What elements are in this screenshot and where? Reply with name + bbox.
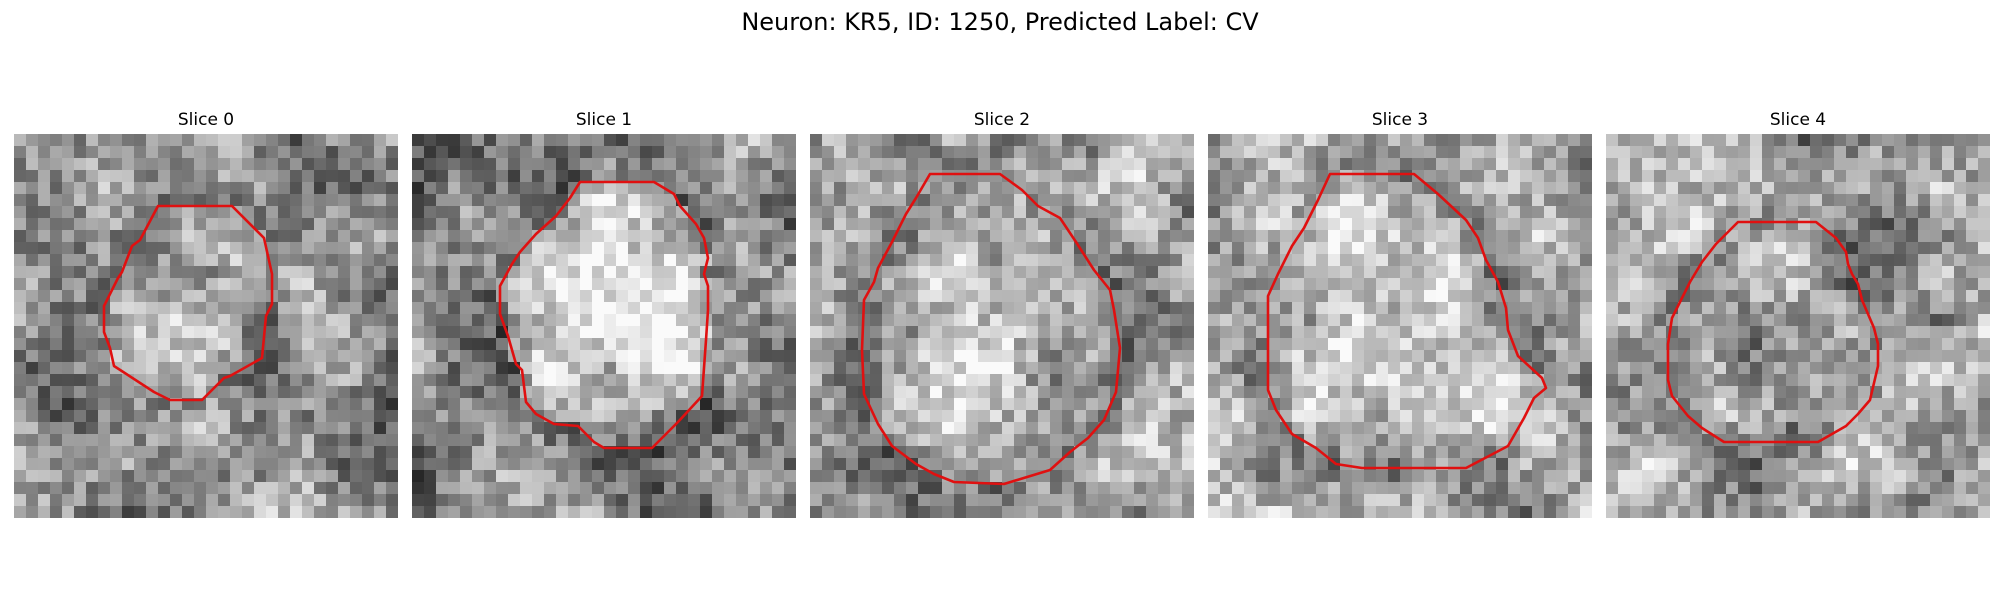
slice-image-3 (1208, 134, 1592, 518)
slice-title-0: Slice 0 (177, 110, 235, 130)
slice-pixels-4 (1606, 134, 1990, 518)
slice-canvas-0 (14, 134, 398, 518)
slice-canvas-4 (1606, 134, 1990, 518)
figure-title: Neuron: KR5, ID: 1250, Predicted Label: … (741, 8, 1259, 36)
slice-title-2: Slice 2 (973, 110, 1031, 130)
slice-panel-3: Slice 3 (1208, 104, 1592, 524)
slice-title-1: Slice 1 (575, 110, 633, 130)
slice-pixels-1 (412, 134, 796, 518)
slice-contour-4 (1666, 220, 1880, 444)
slice-contour-3 (1266, 172, 1548, 470)
slice-pixels-0 (14, 134, 398, 518)
slice-title-3: Slice 3 (1371, 110, 1429, 130)
slice-panel-1: Slice 1 (412, 104, 796, 524)
slice-panel-0: Slice 0 (14, 104, 398, 524)
slice-canvas-3 (1208, 134, 1592, 518)
slice-contour-1 (498, 180, 710, 450)
slice-pixels-3 (1208, 134, 1592, 518)
slice-panel-4: Slice 4 (1606, 104, 1990, 524)
slice-image-1 (412, 134, 796, 518)
slice-title-4: Slice 4 (1769, 110, 1827, 130)
slice-canvas-2 (810, 134, 1194, 518)
slice-contour-0 (102, 204, 274, 402)
slice-image-2 (810, 134, 1194, 518)
slice-image-4 (1606, 134, 1990, 518)
slice-image-0 (14, 134, 398, 518)
slice-panel-2: Slice 2 (810, 104, 1194, 524)
slice-canvas-1 (412, 134, 796, 518)
slice-pixels-2 (810, 134, 1194, 518)
slice-contour-2 (860, 172, 1122, 486)
